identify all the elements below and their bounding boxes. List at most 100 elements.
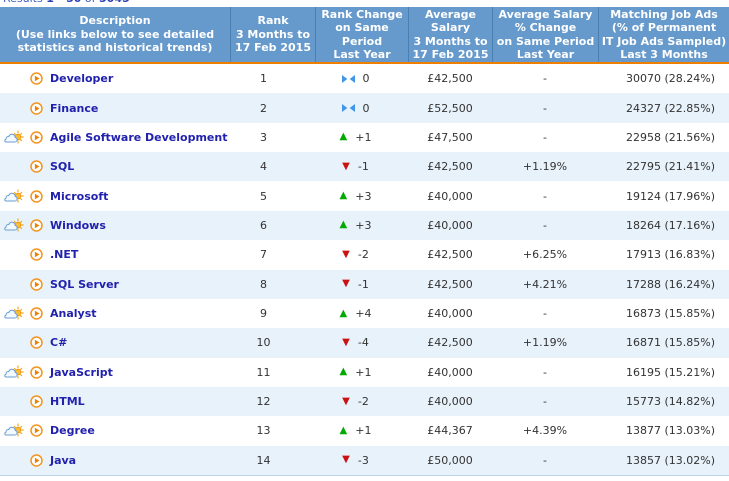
play-icon[interactable]: [30, 219, 43, 232]
header-matching-job-ads[interactable]: Matching Job Ads (% of Permanent IT Job …: [598, 7, 729, 62]
results-mid: of: [81, 0, 99, 5]
header-salary-percent-change[interactable]: Average Salary % Change on Same Period L…: [492, 7, 598, 62]
salary-change-cell: -: [543, 189, 547, 203]
cloud-sun-icon[interactable]: [4, 130, 24, 145]
play-icon[interactable]: [30, 336, 43, 350]
play-icon[interactable]: [30, 424, 43, 438]
rank-cell: 9: [260, 307, 267, 321]
description-cell: Java: [0, 446, 230, 475]
description-link[interactable]: Analyst: [50, 307, 97, 321]
rank-cell: 2: [260, 101, 267, 115]
rank-down-icon: ▼: [342, 395, 350, 407]
rank-change-cell: ▲ +1: [315, 123, 408, 152]
description-cell: SQL: [0, 152, 230, 181]
avg-salary-cell: £42,500: [427, 72, 473, 86]
description-link[interactable]: Microsoft: [50, 189, 109, 203]
description-link[interactable]: Finance: [50, 101, 99, 115]
job-ads-cell: 17288 (16.24%): [625, 277, 715, 291]
rank-change-value: +4: [355, 307, 372, 321]
description-cell: SQL Server: [0, 270, 230, 299]
rank-change-value: -4: [357, 336, 369, 350]
rank-change-value: +3: [355, 189, 372, 203]
cloud-sun-icon[interactable]: [4, 423, 24, 438]
salary-change-cell: -: [543, 72, 547, 86]
description-link[interactable]: Java: [50, 453, 77, 467]
rank-up-icon: ▲: [339, 307, 348, 319]
table-header: Description (Use links below to see deta…: [0, 7, 729, 64]
rank-down-icon: ▼: [342, 278, 350, 290]
table-row: SQL 4 ▼ -1 £42,500 +1.19% 22795 (21.41%): [0, 152, 729, 182]
avg-salary-cell: £47,500: [427, 130, 473, 144]
cloud-slot: [4, 277, 30, 292]
cloud-sun-icon[interactable]: [4, 306, 24, 321]
description-cell: HTML: [0, 387, 230, 416]
header-rank[interactable]: Rank 3 Months to 17 Feb 2015: [230, 7, 315, 62]
rank-same-icon: [341, 74, 355, 83]
rank-cell: 4: [260, 160, 267, 174]
salary-change-cell: +1.19%: [522, 160, 568, 174]
job-ads-cell: 19124 (17.96%): [625, 189, 715, 203]
play-icon[interactable]: [30, 189, 43, 203]
rank-up-icon: ▲: [339, 366, 348, 378]
rank-change-value: 0: [362, 72, 370, 86]
description-link[interactable]: .NET: [50, 248, 79, 262]
rank-change-value: +1: [355, 424, 372, 438]
table-row: Degree 13 ▲ +1 £44,367 +4.39% 13877 (13.…: [0, 416, 729, 446]
play-icon[interactable]: [30, 131, 43, 144]
description-link[interactable]: Windows: [50, 218, 106, 232]
description-link[interactable]: HTML: [50, 395, 85, 409]
play-icon[interactable]: [30, 101, 43, 115]
table-row: C# 10 ▼ -4 £42,500 +1.19% 16871 (15.85%): [0, 328, 729, 358]
cloud-slot: [4, 365, 30, 380]
job-ads-cell: 15773 (14.82%): [625, 395, 715, 409]
play-icon[interactable]: [30, 277, 43, 291]
header-average-salary[interactable]: Average Salary 3 Months to 17 Feb 2015: [408, 7, 492, 62]
description-link[interactable]: Agile Software Development: [50, 130, 228, 144]
rank-up-icon: ▲: [339, 131, 348, 143]
play-icon[interactable]: [30, 160, 43, 173]
play-icon[interactable]: [30, 248, 43, 262]
job-ads-cell: 16871 (15.85%): [625, 336, 715, 350]
rank-change-cell: ▼ -1: [315, 270, 408, 299]
rank-change-cell: ▼ -3: [315, 446, 408, 475]
rank-cell: 5: [260, 189, 267, 203]
description-link[interactable]: SQL: [50, 160, 75, 174]
description-link[interactable]: C#: [50, 336, 68, 350]
results-table-body: Developer 1 0 £42,500 - 30070 (28.24%): [0, 64, 729, 477]
rank-up-icon: ▲: [339, 424, 348, 436]
description-link[interactable]: JavaScript: [50, 365, 113, 379]
salary-change-cell: -: [543, 365, 547, 379]
cloud-slot: [4, 423, 30, 438]
play-icon[interactable]: [30, 72, 43, 85]
table-row: Java 14 ▼ -3 £50,000 - 13857 (13.02%): [0, 445, 729, 476]
table-row: HTML 12 ▼ -2 £40,000 - 15773 (14.82%): [0, 386, 729, 417]
job-ads-cell: 13857 (13.02%): [625, 453, 715, 467]
rank-change-cell: ▲ +3: [315, 181, 408, 210]
description-link[interactable]: Developer: [50, 72, 114, 86]
avg-salary-cell: £44,367: [427, 424, 473, 438]
description-cell: Finance: [0, 93, 230, 122]
cloud-slot: [4, 189, 30, 204]
header-rank-change[interactable]: Rank Change on Same Period Last Year: [315, 7, 408, 62]
table-row: Developer 1 0 £42,500 - 30070 (28.24%): [0, 64, 729, 94]
cloud-sun-icon[interactable]: [4, 189, 24, 204]
salary-change-cell: -: [543, 395, 547, 409]
description-cell: Degree: [0, 416, 230, 445]
cloud-slot: [4, 306, 30, 321]
play-icon[interactable]: [30, 395, 43, 408]
job-ads-cell: 30070 (28.24%): [625, 72, 715, 86]
play-icon[interactable]: [30, 307, 43, 320]
play-icon[interactable]: [30, 366, 43, 379]
job-ads-cell: 16873 (15.85%): [625, 307, 715, 321]
rank-change-cell: ▼ -2: [315, 240, 408, 269]
description-link[interactable]: Degree: [50, 424, 95, 438]
description-cell: Microsoft: [0, 181, 230, 210]
salary-change-cell: -: [543, 101, 547, 115]
cloud-sun-icon[interactable]: [4, 365, 24, 380]
description-link[interactable]: SQL Server: [50, 277, 119, 291]
cloud-sun-icon[interactable]: [4, 218, 24, 233]
rank-up-icon: ▲: [339, 219, 348, 231]
rank-change-cell: ▲ +4: [315, 299, 408, 328]
header-description[interactable]: Description (Use links below to see deta…: [15, 14, 215, 55]
play-icon[interactable]: [30, 454, 43, 467]
